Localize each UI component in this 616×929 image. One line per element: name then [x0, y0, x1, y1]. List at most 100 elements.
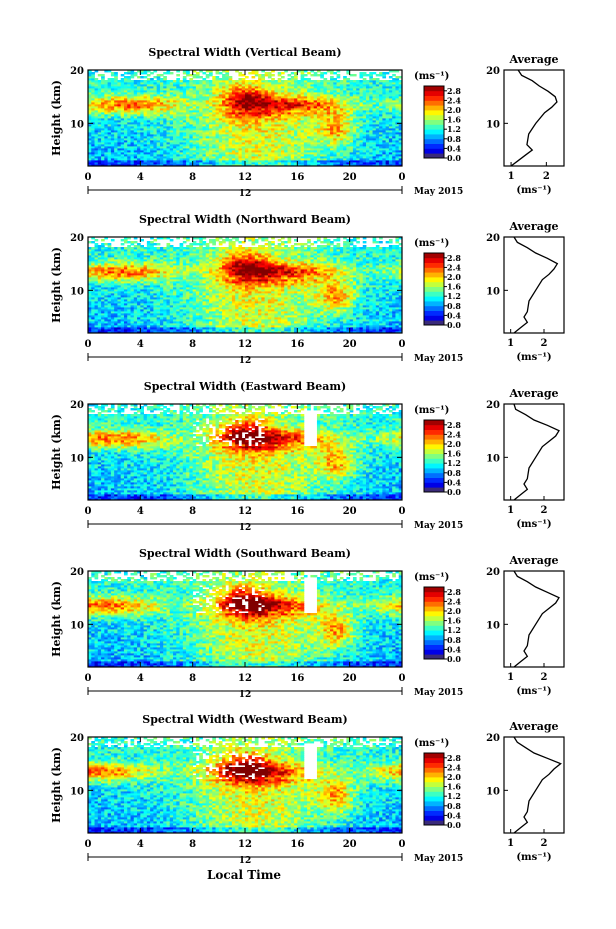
heatmap-cell — [130, 108, 135, 111]
heatmap-cell — [146, 82, 151, 85]
heatmap-cell — [101, 86, 105, 89]
heatmap-cell — [343, 76, 347, 79]
heatmap-cell — [97, 94, 102, 97]
heatmap-cell — [114, 100, 118, 103]
heatmap-cell — [150, 142, 154, 145]
heatmap-cell — [107, 86, 112, 89]
heatmap-cell — [120, 102, 125, 105]
heatmap-cell — [101, 154, 105, 157]
heatmap-cell — [130, 144, 135, 147]
heatmap-cell — [140, 132, 144, 135]
heatmap-cell — [130, 104, 135, 107]
heatmap-cell — [107, 118, 112, 121]
heatmap-cell — [101, 112, 105, 115]
heatmap-cell — [143, 160, 148, 163]
heatmap-cell — [137, 94, 141, 97]
heatmap-cell — [101, 152, 105, 155]
heatmap-cell — [362, 78, 367, 81]
heatmap-cell — [117, 82, 122, 85]
heatmap-cell — [123, 132, 128, 135]
heatmap-cell — [150, 114, 154, 117]
x-tick-label: 0 — [399, 172, 406, 183]
heatmap-cell — [117, 92, 122, 95]
heatmap-cell — [199, 76, 203, 79]
heatmap-cell — [143, 148, 148, 151]
heatmap-cell — [114, 156, 118, 159]
heatmap-cell — [307, 72, 311, 75]
average-x-tick-label: 2 — [543, 171, 550, 182]
heatmap-cell — [146, 150, 151, 153]
heatmap-cell — [88, 96, 92, 99]
colorbar-swatch — [424, 143, 444, 149]
heatmap-cell — [120, 152, 125, 155]
heatmap-cell — [127, 104, 131, 107]
heatmap-cell — [94, 86, 99, 89]
heatmap-cell — [91, 114, 95, 117]
heatmap-cell — [104, 142, 109, 145]
heatmap-cell — [120, 120, 125, 123]
heatmap-cell — [97, 134, 102, 137]
heatmap-cell — [104, 96, 109, 99]
heatmap-cell — [133, 134, 138, 137]
average-frame — [503, 69, 565, 167]
heatmap-cell — [107, 100, 112, 103]
heatmap-cell — [130, 142, 135, 145]
heatmap-cell — [91, 76, 95, 79]
heatmap-cell — [127, 134, 131, 137]
heatmap-cell — [133, 132, 138, 135]
heatmap-cell — [104, 98, 109, 101]
heatmap-cell — [143, 118, 148, 121]
heatmap-cell — [91, 100, 95, 103]
heatmap-cell — [101, 124, 105, 127]
heatmap-cell — [117, 140, 122, 143]
heatmap-cell — [104, 243, 109, 246]
heatmap-cell — [189, 78, 194, 81]
heatmap-cell — [91, 144, 95, 147]
heatmap-cell — [130, 118, 135, 121]
heatmap-cell — [107, 106, 112, 109]
heatmap-cell — [101, 146, 105, 149]
heatmap-cell — [123, 150, 128, 153]
heatmap-cell — [133, 90, 138, 93]
heatmap-cell — [110, 90, 115, 93]
heatmap-cell — [127, 162, 131, 165]
heatmap-cell — [91, 106, 95, 109]
heatmap-cell — [120, 164, 125, 167]
heatmap-cell — [123, 116, 128, 119]
heatmap-cell — [140, 116, 144, 119]
heatmap-cell — [133, 142, 138, 145]
heatmap-cell — [127, 94, 131, 97]
heatmap-cell — [143, 100, 148, 103]
heatmap-cell — [123, 136, 128, 139]
heatmap-cell — [110, 138, 115, 141]
heatmap-cell — [94, 82, 99, 85]
heatmap-cell — [117, 247, 122, 250]
heatmap-cell — [123, 158, 128, 161]
colorbar-swatch — [424, 86, 444, 92]
heatmap-cell — [280, 80, 285, 83]
heatmap-cell — [339, 80, 344, 83]
heatmap-cell — [101, 106, 105, 109]
heatmap-cell — [107, 108, 112, 111]
heatmap-cell — [97, 156, 102, 159]
heatmap-cell — [101, 90, 105, 93]
heatmap-cell — [146, 120, 151, 123]
heatmap-cell — [245, 76, 249, 79]
heatmap-cell — [202, 72, 207, 75]
heatmap-cell — [140, 114, 144, 117]
heatmap-cell — [146, 156, 151, 159]
heatmap-cell — [107, 94, 112, 97]
heatmap-cell — [143, 138, 148, 141]
heatmap-cell — [120, 144, 125, 147]
heatmap-cell — [104, 90, 109, 93]
heatmap-cell — [120, 104, 125, 107]
heatmap-cell — [97, 124, 102, 127]
heatmap-cell — [133, 160, 138, 163]
heatmap-cell — [143, 76, 148, 79]
heatmap-cell — [316, 80, 321, 83]
heatmap-cell — [88, 132, 92, 135]
heatmap-cell — [127, 146, 131, 149]
heatmap-cell — [146, 104, 151, 107]
heatmap-cell — [153, 160, 158, 163]
